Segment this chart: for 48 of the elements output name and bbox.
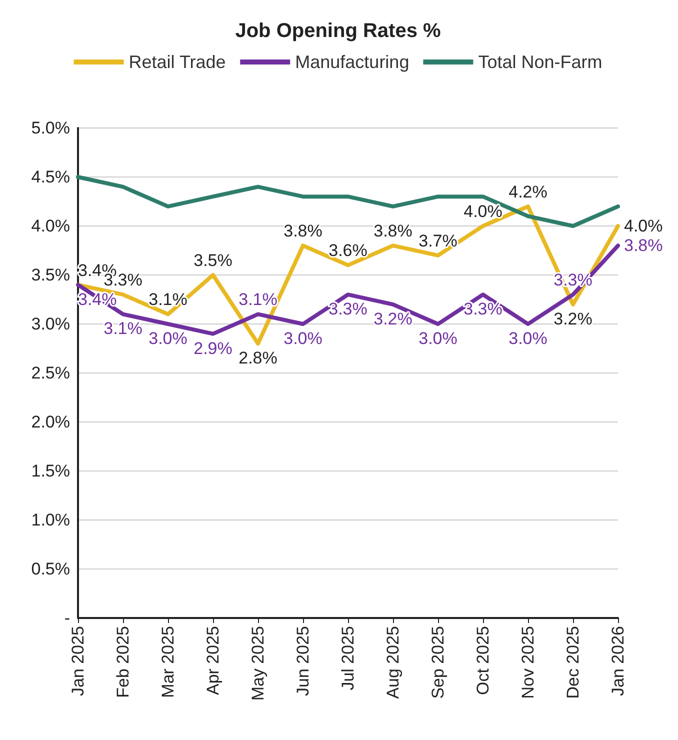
y-tick-label: 0.5%	[31, 560, 70, 578]
data-label: 3.3%	[328, 300, 368, 319]
x-tick-label: Feb 2025	[114, 626, 132, 698]
data-label: 3.1%	[104, 319, 142, 338]
data-label: 3.0%	[508, 329, 548, 348]
y-tick-label: -	[64, 608, 70, 628]
y-tick-label: 1.0%	[31, 510, 70, 530]
x-tick-label: Oct 2025	[474, 626, 492, 695]
data-label: 3.8%	[374, 222, 412, 241]
data-label: 3.5%	[194, 251, 232, 270]
x-tick-label: May 2025	[248, 626, 268, 701]
y-tick-label: 4.5%	[31, 168, 70, 186]
x-tick-label: Jan 2026	[608, 626, 628, 696]
x-tick-label: Jul 2025	[338, 626, 358, 690]
legend-label: Total Non-Farm	[478, 52, 602, 72]
x-tick-label: Dec 2025	[564, 626, 582, 699]
data-label: 3.2%	[374, 309, 412, 328]
y-tick-label: 3.5%	[31, 266, 70, 284]
y-tick-label: 2.5%	[31, 364, 70, 382]
x-tick-label: Nov 2025	[518, 626, 538, 699]
data-label: 3.1%	[238, 290, 278, 310]
data-label: 2.9%	[194, 338, 232, 358]
y-tick-label: 1.5%	[31, 462, 70, 480]
x-tick-label: Jun 2025	[294, 626, 312, 696]
data-label: 4.2%	[508, 182, 548, 202]
y-tick-label: 3.0%	[31, 314, 70, 334]
data-label: 3.8%	[284, 222, 322, 241]
data-label: 3.2%	[554, 309, 592, 328]
data-label: 3.0%	[148, 329, 188, 348]
data-label: 3.7%	[418, 231, 458, 250]
x-tick-label: Jan 2025	[68, 626, 88, 696]
data-label: 3.0%	[284, 329, 322, 348]
legend-label: Retail Trade	[128, 52, 226, 72]
x-tick-label: Sep 2025	[428, 626, 448, 699]
x-tick-label: Apr 2025	[204, 626, 222, 695]
x-tick-label: Aug 2025	[384, 626, 402, 699]
chart-title: Job Opening Rates %	[235, 20, 442, 42]
legend-label: Manufacturing	[295, 52, 410, 72]
y-tick-label: 5.0%	[31, 118, 70, 138]
x-tick-label: Mar 2025	[158, 626, 178, 698]
y-tick-label: 2.0%	[31, 412, 70, 432]
data-label: 3.8%	[624, 236, 663, 256]
data-label: 4.0%	[624, 216, 663, 236]
data-label: 2.8%	[238, 348, 278, 368]
data-label: 3.6%	[328, 241, 368, 260]
data-label: 4.0%	[464, 202, 502, 221]
y-tick-label: 4.0%	[31, 216, 70, 236]
data-label: 3.0%	[418, 329, 458, 348]
